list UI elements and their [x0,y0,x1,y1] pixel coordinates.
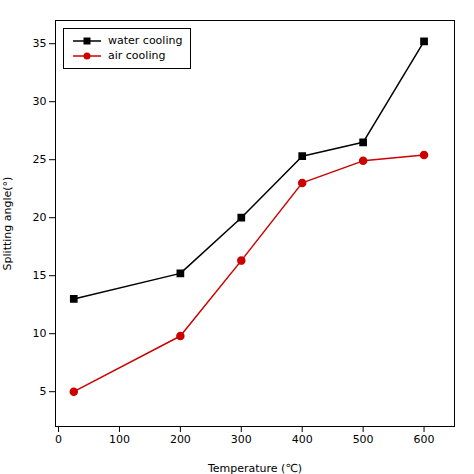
svg-text:500: 500 [353,433,374,446]
svg-text:600: 600 [414,433,435,446]
svg-text:100: 100 [109,433,130,446]
svg-text:15: 15 [33,269,47,282]
svg-text:20: 20 [33,211,47,224]
svg-text:35: 35 [33,37,47,50]
svg-text:5: 5 [40,385,47,398]
svg-text:10: 10 [33,327,47,340]
svg-text:Splitting angle(°): Splitting angle(°) [1,177,14,271]
svg-text:30: 30 [33,95,47,108]
svg-text:Temperature (℃): Temperature (℃) [207,462,302,474]
html-text:air cooling: air cooling [108,49,166,63]
html-text:water cooling: water cooling [108,34,183,47]
svg-text:200: 200 [170,433,191,446]
svg-text:300: 300 [231,433,252,446]
svg-text:0: 0 [55,433,62,446]
svg-text:25: 25 [33,153,47,166]
svg-text:400: 400 [292,433,313,446]
